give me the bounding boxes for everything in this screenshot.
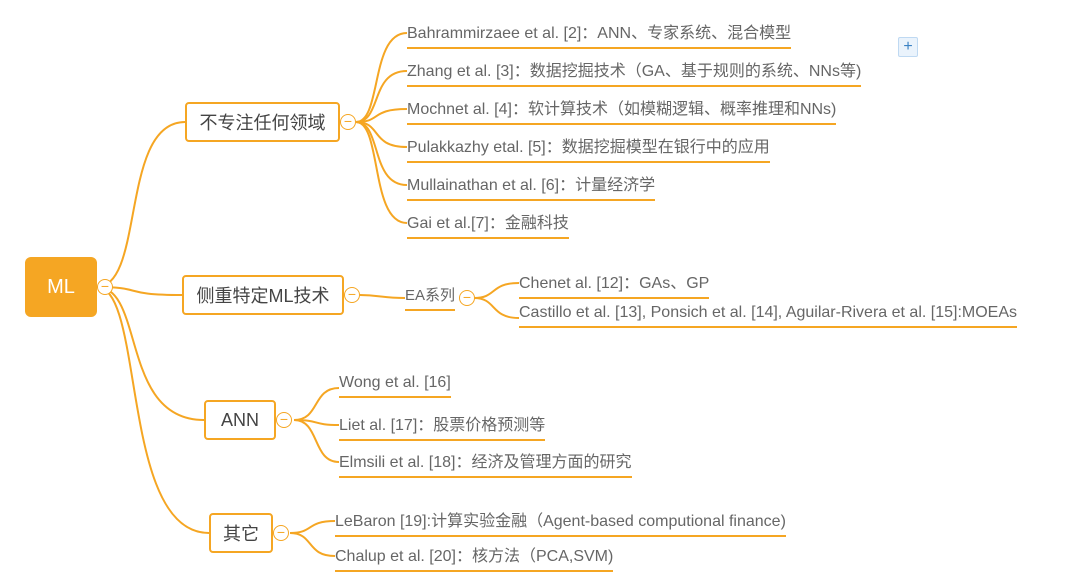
- branch-no-domain[interactable]: 不专注任何领域: [185, 102, 340, 142]
- leaf-wong[interactable]: Wong et al. [16]: [339, 374, 451, 398]
- subbranch-label: EA系列: [405, 287, 455, 304]
- root-node-ml[interactable]: ML: [25, 257, 97, 317]
- subbranch-ea[interactable]: EA系列: [405, 284, 455, 311]
- leaf-lebaron[interactable]: LeBaron [19]:计算实验金融（Agent-based computio…: [335, 507, 786, 537]
- branch-ml-tech[interactable]: 侧重特定ML技术: [182, 275, 344, 315]
- toggle-ml-tech[interactable]: −: [344, 287, 360, 303]
- leaf-elmsili[interactable]: Elmsili et al. [18]：经济及管理方面的研究: [339, 448, 632, 478]
- leaf-pulakkazhy[interactable]: Pulakkazhy etal. [5]：数据挖掘模型在银行中的应用: [407, 133, 770, 163]
- add-node-icon[interactable]: +: [898, 37, 918, 57]
- toggle-ea[interactable]: −: [459, 290, 475, 306]
- leaf-chalup[interactable]: Chalup et al. [20]：核方法（PCA,SVM): [335, 542, 613, 572]
- toggle-other[interactable]: −: [273, 525, 289, 541]
- leaf-bahrammirzaee[interactable]: Bahrammirzaee et al. [2]：ANN、专家系统、混合模型: [407, 19, 791, 49]
- leaf-li[interactable]: Liet al. [17]：股票价格预测等: [339, 411, 545, 441]
- branch-label: ANN: [221, 410, 259, 431]
- leaf-zhang[interactable]: Zhang et al. [3]：数据挖掘技术（GA、基于规则的系统、NNs等): [407, 57, 861, 87]
- branch-label: 侧重特定ML技术: [196, 282, 329, 308]
- root-label: ML: [47, 276, 75, 299]
- branch-label: 不专注任何领域: [200, 109, 326, 135]
- leaf-gai[interactable]: Gai et al.[7]：金融科技: [407, 209, 569, 239]
- leaf-chen[interactable]: Chenet al. [12]：GAs、GP: [519, 269, 709, 299]
- branch-other[interactable]: 其它: [209, 513, 273, 553]
- leaf-mullainathan[interactable]: Mullainathan et al. [6]：计量经济学: [407, 171, 655, 201]
- mindmap-canvas: ML 不专注任何领域 侧重特定ML技术 ANN 其它 Bahrammirzaee…: [0, 0, 1080, 583]
- leaf-castillo[interactable]: Castillo et al. [13], Ponsich et al. [14…: [519, 304, 1017, 328]
- leaf-mochnet[interactable]: Mochnet al. [4]：软计算技术（如模糊逻辑、概率推理和NNs): [407, 95, 836, 125]
- branch-label: 其它: [223, 520, 259, 546]
- plus-icon: +: [903, 38, 912, 55]
- toggle-root[interactable]: −: [97, 279, 113, 295]
- toggle-no-domain[interactable]: −: [340, 114, 356, 130]
- toggle-ann[interactable]: −: [276, 412, 292, 428]
- branch-ann[interactable]: ANN: [204, 400, 276, 440]
